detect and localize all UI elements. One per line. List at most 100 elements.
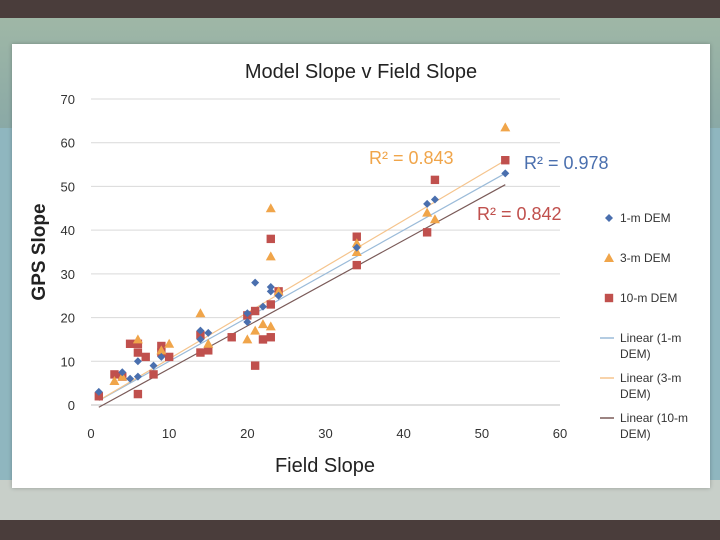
data-point-10-m-dem xyxy=(266,300,275,309)
legend-label: DEM) xyxy=(620,387,651,401)
data-point-3-m-dem xyxy=(265,251,276,261)
legend-label: Linear (10-m xyxy=(620,411,688,425)
legend-label: 3-m DEM xyxy=(620,251,671,265)
legend-label: DEM) xyxy=(620,347,651,361)
data-point-3-m-dem xyxy=(195,308,206,318)
x-tick-label: 30 xyxy=(318,426,332,441)
data-point-1-m-dem xyxy=(258,302,267,311)
data-point-3-m-dem xyxy=(422,207,433,217)
data-point-3-m-dem xyxy=(242,334,253,344)
data-point-10-m-dem xyxy=(204,346,213,355)
y-tick-label: 0 xyxy=(68,398,75,413)
legend: 1-m DEM 3-m DEM 10-m DEM Linear (1-m DEM) Lin… xyxy=(600,211,688,441)
data-point-10-m-dem xyxy=(141,352,150,362)
data-point-1-m-dem xyxy=(266,287,275,296)
data-point-10-m-dem xyxy=(422,228,432,237)
r2-label-linear-3-m-dem: R² = 0.843 xyxy=(369,148,454,168)
data-point-10-m-dem xyxy=(133,339,143,348)
data-point-1-m-dem xyxy=(274,291,283,300)
legend-label: 1-m DEM xyxy=(620,211,671,225)
data-point-3-m-dem xyxy=(109,375,120,385)
data-point-10-m-dem xyxy=(164,352,174,362)
data-point-1-m-dem xyxy=(430,195,439,204)
data-point-1-m-dem xyxy=(501,169,510,178)
data-point-1-m-dem xyxy=(251,278,260,287)
data-point-10-m-dem xyxy=(196,330,205,340)
data-point-10-m-dem xyxy=(125,339,135,348)
data-point-3-m-dem xyxy=(273,286,284,296)
data-point-1-m-dem xyxy=(133,372,142,381)
data-point-3-m-dem xyxy=(500,122,511,132)
data-point-1-m-dem xyxy=(204,328,213,337)
data-point-3-m-dem xyxy=(265,321,276,331)
trendlines xyxy=(98,159,506,408)
y-tick-label: 50 xyxy=(61,179,75,194)
data-point-3-m-dem xyxy=(132,334,143,344)
data-point-10-m-dem xyxy=(250,361,260,370)
trendline-linear-3-m-dem xyxy=(98,159,506,401)
data-point-10-m-dem xyxy=(250,306,260,316)
data-point-3-m-dem xyxy=(429,214,440,224)
data-point-1-m-dem xyxy=(196,326,205,335)
data-point-1-m-dem xyxy=(118,368,127,377)
data-point-10-m-dem xyxy=(227,333,236,342)
legend-label: Linear (1-m xyxy=(620,331,681,345)
data-point-10-m-dem xyxy=(133,348,143,357)
data-point-1-m-dem xyxy=(149,361,158,370)
data-point-10-m-dem xyxy=(266,333,275,342)
data-point-10-m-dem xyxy=(149,370,158,379)
data-point-10-m-dem xyxy=(352,260,361,270)
data-point-10-m-dem xyxy=(196,348,205,357)
bottom-frame-bar xyxy=(0,520,720,540)
r2-label-linear-1-m-dem: R² = 0.978 xyxy=(524,153,609,173)
data-point-3-m-dem xyxy=(203,338,214,348)
data-point-3-m-dem xyxy=(265,203,276,213)
data-point-10-m-dem xyxy=(258,335,268,344)
data-point-1-m-dem xyxy=(243,317,252,326)
trendline-linear-10-m-dem xyxy=(98,184,506,408)
top-frame-bar xyxy=(0,0,720,18)
y-tick-label: 20 xyxy=(61,311,75,326)
legend-label: 10-m DEM xyxy=(620,291,677,305)
chart-title: Model Slope v Field Slope xyxy=(245,61,477,83)
slide-card xyxy=(12,44,710,488)
data-point-1-m-dem xyxy=(133,357,142,366)
data-point-10-m-dem xyxy=(110,370,119,379)
data-point-10-m-dem xyxy=(266,234,275,244)
x-axis-label: Field Slope xyxy=(275,455,375,477)
x-tick-label: 10 xyxy=(162,426,176,441)
y-tick-label: 40 xyxy=(61,223,75,238)
data-point-10-m-dem xyxy=(94,392,104,401)
data-point-1-m-dem xyxy=(243,309,252,318)
data-point-1-m-dem xyxy=(126,374,135,383)
legend-label: Linear (3-m xyxy=(620,371,681,385)
data-point-3-m-dem xyxy=(257,319,268,329)
data-point-3-m-dem xyxy=(250,325,261,335)
data-point-3-m-dem xyxy=(164,338,175,348)
r2-labels: R² = 0.978 R² = 0.843 R² = 0.842 xyxy=(369,148,609,224)
data-point-1-m-dem xyxy=(196,335,205,344)
y-tick-label: 60 xyxy=(61,136,75,151)
r2-label-linear-10-m-dem: R² = 0.842 xyxy=(477,204,562,224)
data-point-1-m-dem xyxy=(423,199,432,208)
x-tick-label: 20 xyxy=(240,426,254,441)
data-point-1-m-dem xyxy=(352,243,361,252)
x-tick-label: 60 xyxy=(553,426,567,441)
data-points xyxy=(94,122,511,401)
x-tick-label: 0 xyxy=(87,426,94,441)
y-axis-label: GPS Slope xyxy=(29,203,50,300)
x-tick-label: 50 xyxy=(475,426,489,441)
legend-marker-triangle xyxy=(604,253,614,262)
data-point-1-m-dem xyxy=(157,352,166,361)
legend-label: DEM) xyxy=(620,427,651,441)
data-point-10-m-dem xyxy=(501,156,510,165)
data-point-10-m-dem xyxy=(133,389,143,399)
data-point-1-m-dem xyxy=(266,282,275,291)
trendline-linear-1-m-dem xyxy=(98,172,506,402)
data-point-10-m-dem xyxy=(352,232,361,241)
data-point-3-m-dem xyxy=(156,345,167,355)
tick-labels: 0 10 20 30 40 50 60 70 0 10 20 30 40 50 60 xyxy=(61,92,568,441)
data-point-10-m-dem xyxy=(430,175,440,185)
y-tick-label: 30 xyxy=(61,267,75,282)
